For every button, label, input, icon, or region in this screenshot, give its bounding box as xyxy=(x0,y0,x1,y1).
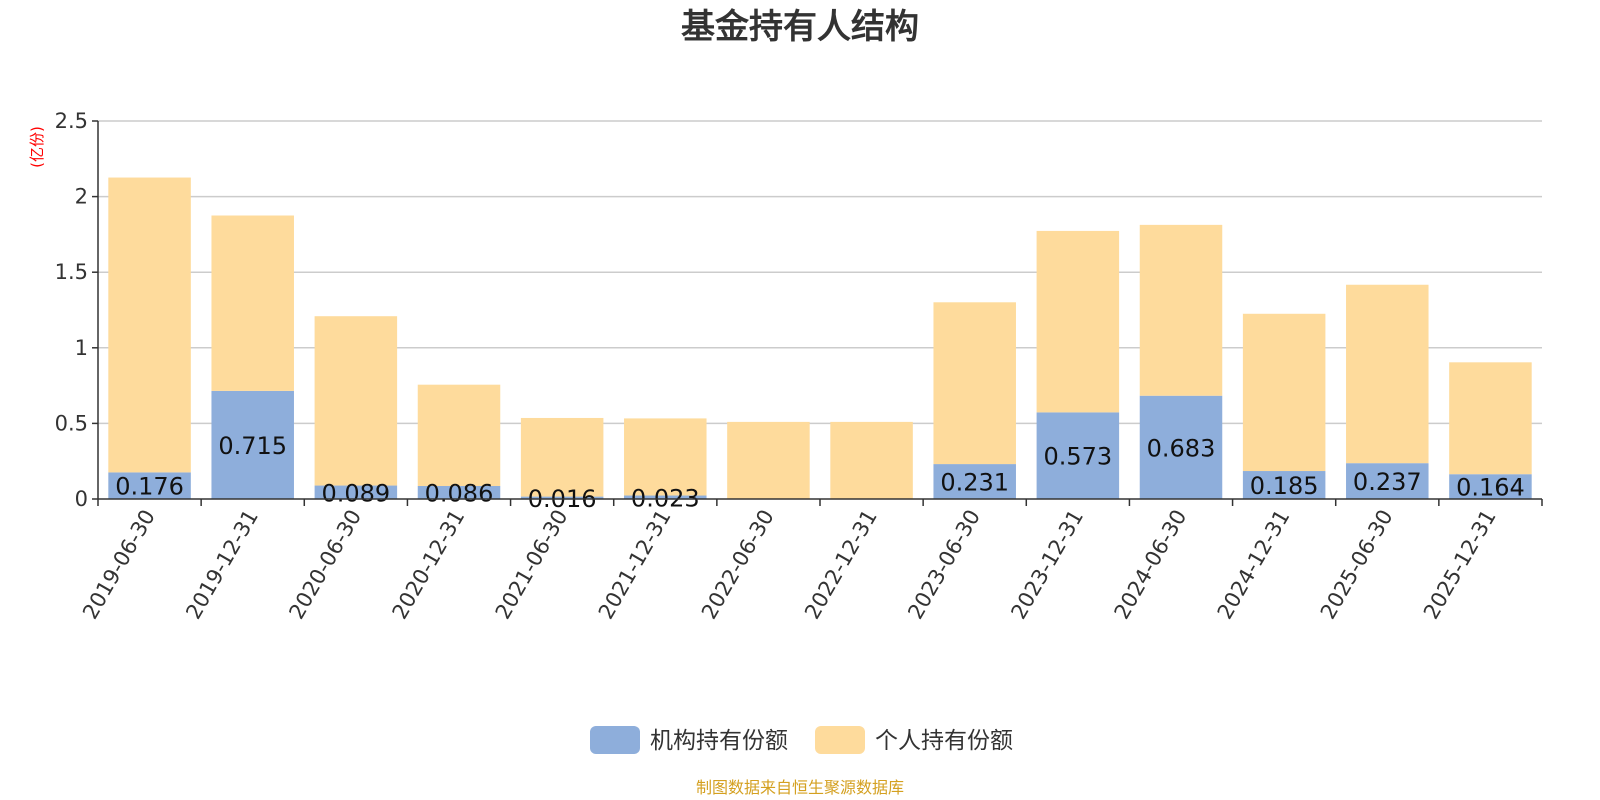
legend-swatch xyxy=(815,726,865,754)
bar-individual xyxy=(727,421,810,499)
source-note: 制图数据来自恒生聚源数据库 xyxy=(696,778,904,797)
y-tick-label: 2.5 xyxy=(55,109,88,133)
bar-individual xyxy=(830,421,913,499)
bar-individual xyxy=(1449,362,1532,475)
bar-individual xyxy=(1346,284,1429,464)
x-tick-label: 2021-12-31 xyxy=(594,506,676,624)
x-tick-label: 2024-12-31 xyxy=(1213,506,1295,624)
x-tick-label: 2021-06-30 xyxy=(491,506,573,624)
bar-individual xyxy=(1139,224,1223,396)
bar-individual xyxy=(211,215,294,391)
legend: 机构持有份额 个人持有份额 xyxy=(590,726,1013,754)
bar-institutional xyxy=(520,496,604,499)
y-tick-label: 1 xyxy=(75,336,88,360)
bar-individual xyxy=(624,418,707,496)
bar-institutional xyxy=(314,485,398,499)
y-axis-unit-label: (亿份) xyxy=(28,126,46,168)
y-tick-label: 0.5 xyxy=(55,411,88,435)
bar-institutional xyxy=(624,495,707,499)
y-tick-label: 2 xyxy=(75,185,88,209)
x-tick-label: 2025-12-31 xyxy=(1419,506,1501,624)
bar-individual xyxy=(314,316,398,486)
bar-individual xyxy=(1036,230,1120,413)
x-tick-labels: 2019-06-30 2019-12-31 2020-06-30 2020-12-31… xyxy=(78,506,1501,624)
bar-data-label: 0.176 xyxy=(115,473,184,501)
x-tick-label: 2022-12-31 xyxy=(800,506,882,624)
bar-institutional xyxy=(1139,395,1223,499)
y-tick-labels: 0 0.5 1 1.5 2 2.5 xyxy=(55,109,88,511)
bar-institutional xyxy=(417,485,501,499)
x-tick-label: 2025-06-30 xyxy=(1316,506,1398,624)
x-tick-label: 2023-06-30 xyxy=(903,506,985,624)
bar-individual xyxy=(417,384,501,486)
x-tick-label: 2020-06-30 xyxy=(284,506,366,624)
axes xyxy=(92,120,1543,506)
bar-institutional xyxy=(108,472,191,499)
bar-data-label: 0.086 xyxy=(425,479,494,507)
bar-individual xyxy=(1242,313,1326,472)
x-tick-label: 2020-12-31 xyxy=(388,506,470,624)
y-tick-label: 0 xyxy=(75,487,88,511)
bar-data-label: 0.185 xyxy=(1250,472,1319,500)
bar-institutional xyxy=(1346,463,1429,499)
bar-data-label: 0.683 xyxy=(1147,434,1216,462)
bar-institutional xyxy=(1449,474,1532,499)
x-tick-label: 2022-06-30 xyxy=(697,506,779,624)
bar-data-label: 0.089 xyxy=(321,479,390,507)
y-tick-label: 1.5 xyxy=(55,260,88,284)
chart-title: 基金持有人结构 xyxy=(681,7,919,47)
bar-institutional xyxy=(211,390,294,499)
bar-individual xyxy=(108,177,191,473)
legend-label: 个人持有份额 xyxy=(875,728,1013,754)
bar-institutional xyxy=(1036,412,1120,499)
bar-data-label: 0.237 xyxy=(1353,468,1422,496)
x-tick-label: 2019-12-31 xyxy=(181,506,263,624)
bar-data-label: 0.231 xyxy=(940,469,1009,497)
bar-data-label: 0.573 xyxy=(1043,443,1112,471)
x-tick-label: 2024-06-30 xyxy=(1110,506,1192,624)
bar-individual xyxy=(933,302,1016,465)
bar-data-label: 0.164 xyxy=(1456,474,1525,502)
bar-individual xyxy=(520,417,604,497)
bars xyxy=(108,177,1532,499)
bar-data-label: 0.715 xyxy=(218,432,287,460)
bar-institutional xyxy=(1242,471,1326,499)
x-tick-label: 2019-06-30 xyxy=(78,506,160,624)
legend-label: 机构持有份额 xyxy=(650,728,788,754)
bar-institutional xyxy=(933,464,1016,499)
legend-swatch xyxy=(590,726,640,754)
x-tick-label: 2023-12-31 xyxy=(1006,506,1088,624)
